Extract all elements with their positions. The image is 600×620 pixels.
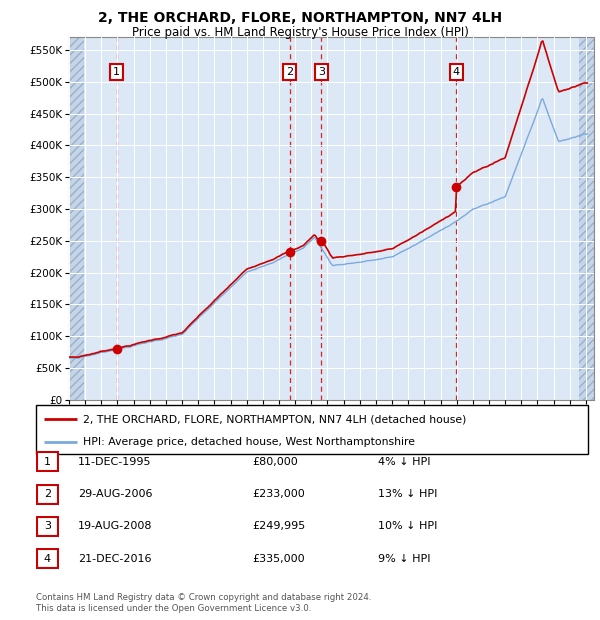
Text: 3: 3 [318, 67, 325, 78]
Text: 4% ↓ HPI: 4% ↓ HPI [378, 457, 431, 467]
Bar [69, 37, 83, 400]
Text: 3: 3 [44, 521, 51, 531]
Text: 1: 1 [113, 67, 120, 78]
Text: 4: 4 [452, 67, 460, 78]
Text: 29-AUG-2006: 29-AUG-2006 [78, 489, 152, 499]
Text: 11-DEC-1995: 11-DEC-1995 [78, 457, 151, 467]
Text: £335,000: £335,000 [252, 554, 305, 564]
Text: 2: 2 [286, 67, 293, 78]
Text: 9% ↓ HPI: 9% ↓ HPI [378, 554, 431, 564]
Text: 2: 2 [44, 489, 51, 499]
Text: Contains HM Land Registry data © Crown copyright and database right 2024.
This d: Contains HM Land Registry data © Crown c… [36, 593, 371, 613]
Text: 10% ↓ HPI: 10% ↓ HPI [378, 521, 437, 531]
Text: 2, THE ORCHARD, FLORE, NORTHAMPTON, NN7 4LH: 2, THE ORCHARD, FLORE, NORTHAMPTON, NN7 … [98, 11, 502, 25]
Bar [580, 37, 600, 400]
Text: 19-AUG-2008: 19-AUG-2008 [78, 521, 152, 531]
Text: 2, THE ORCHARD, FLORE, NORTHAMPTON, NN7 4LH (detached house): 2, THE ORCHARD, FLORE, NORTHAMPTON, NN7 … [83, 414, 466, 424]
Text: £80,000: £80,000 [252, 457, 298, 467]
Text: £233,000: £233,000 [252, 489, 305, 499]
Text: 13% ↓ HPI: 13% ↓ HPI [378, 489, 437, 499]
Text: £249,995: £249,995 [252, 521, 305, 531]
Text: 1: 1 [44, 457, 51, 467]
Text: 4: 4 [44, 554, 51, 564]
Text: Price paid vs. HM Land Registry's House Price Index (HPI): Price paid vs. HM Land Registry's House … [131, 26, 469, 39]
Text: 21-DEC-2016: 21-DEC-2016 [78, 554, 151, 564]
Text: HPI: Average price, detached house, West Northamptonshire: HPI: Average price, detached house, West… [83, 437, 415, 447]
